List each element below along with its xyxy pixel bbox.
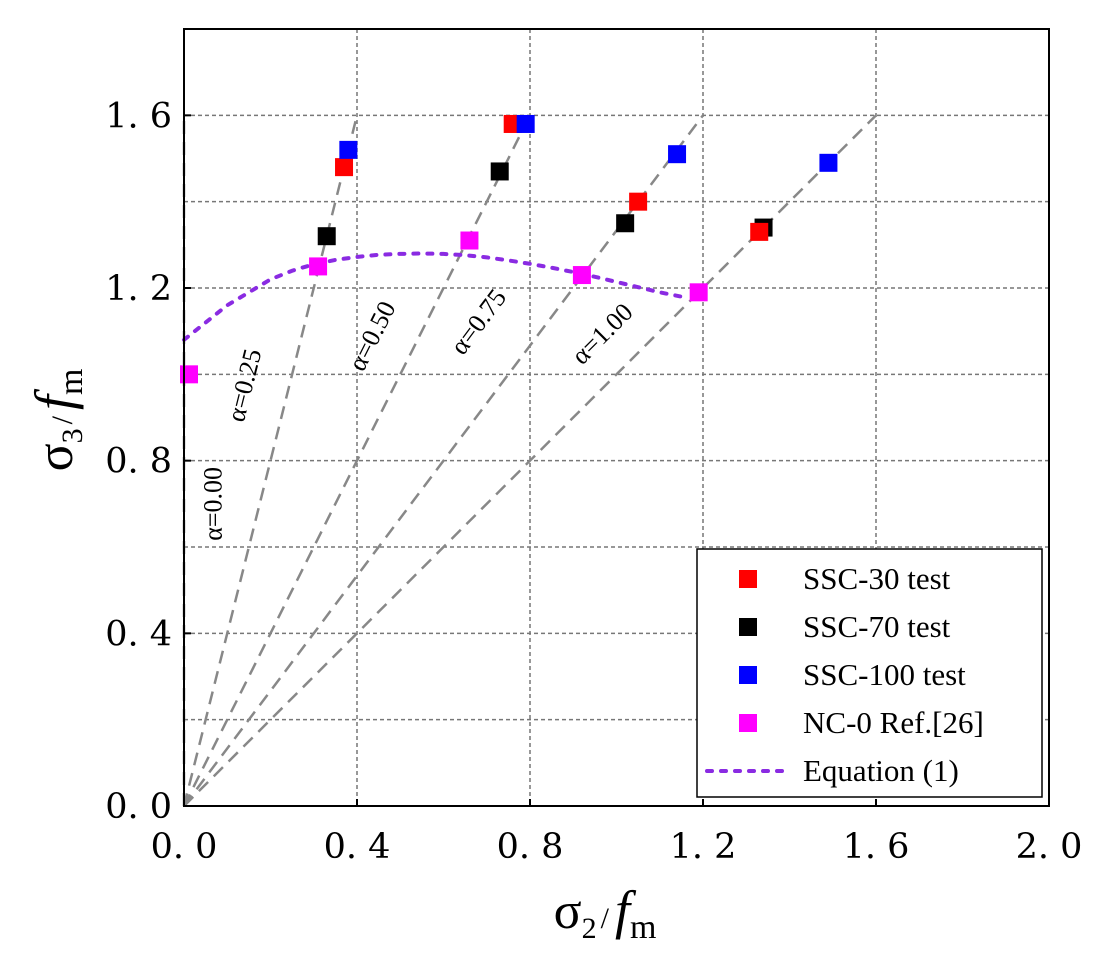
- legend-swatch: [739, 714, 757, 732]
- y-axis-label-sub: 3: [56, 428, 89, 443]
- data-point-marker: [629, 192, 648, 211]
- data-point-marker: [516, 114, 535, 133]
- x-tick-label: 0. 4: [324, 827, 391, 867]
- data-point-marker: [180, 365, 198, 384]
- x-axis-label-slash: /: [601, 902, 610, 935]
- data-point-marker: [668, 145, 687, 164]
- x-tick-label: 2. 0: [1016, 827, 1083, 867]
- x-axis-label-sub: 2: [582, 912, 597, 945]
- data-point-marker: [572, 266, 591, 285]
- data-point-marker: [819, 153, 838, 172]
- x-axis-label: σ2/fm: [554, 880, 657, 946]
- equation-curve: [182, 251, 684, 342]
- y-axis-label: σ3/fm: [24, 369, 90, 472]
- x-tick-label: 0. 0: [151, 827, 218, 867]
- equation-curve-group: [182, 251, 684, 342]
- alpha-label: α=0.50: [343, 297, 402, 376]
- legend-swatch: [739, 570, 757, 588]
- data-point-marker: [335, 158, 354, 177]
- alpha-label: α=1.00: [566, 297, 639, 370]
- legend-label: SSC-70 test: [803, 609, 951, 644]
- y-tick-label: 1. 6: [105, 96, 172, 136]
- legend-label: SSC-30 test: [803, 561, 951, 596]
- data-point-marker: [750, 222, 769, 241]
- svg-text:σ3/fm: σ3/fm: [24, 369, 90, 472]
- data-point-marker: [460, 231, 479, 250]
- x-tick-label: 1. 2: [670, 827, 737, 867]
- x-tick-label: 0. 8: [497, 827, 564, 867]
- alpha-label: α=0.75: [445, 284, 513, 360]
- y-axis-label-fsub: m: [53, 369, 90, 395]
- y-tick-label: 0. 4: [105, 614, 172, 654]
- alpha-line: [183, 114, 877, 807]
- x-axis-label-sigma: σ: [554, 883, 582, 940]
- data-point-marker: [317, 227, 336, 246]
- axis-ticks: 0. 0 0. 4 0. 8 1. 2 1. 6 2. 0 0. 0 0. 4 0. 8 1. 2…: [105, 96, 1082, 867]
- legend-label: SSC-100 test: [803, 657, 966, 692]
- legend-label: Equation (1): [803, 753, 959, 788]
- data-point-marker: [490, 162, 509, 181]
- data-point-marker: [689, 283, 708, 302]
- plot-frame: [183, 28, 1050, 807]
- alpha-label: α=0.00: [198, 467, 227, 541]
- y-axis-label-sigma: σ: [27, 443, 84, 471]
- y-tick-label: 0. 8: [105, 442, 172, 482]
- x-axis-label-fsub: m: [630, 909, 656, 946]
- legend-swatch: [739, 666, 757, 684]
- data-point-marker: [339, 140, 358, 159]
- y-tick-label: 1. 2: [105, 269, 172, 309]
- legend-swatch: [739, 618, 757, 636]
- data-point-marker: [616, 214, 635, 233]
- legend-items: SSC-30 test SSC-70 test SSC-100 test NC-0 R…: [705, 561, 984, 788]
- legend-label: NC-0 Ref.[26]: [803, 705, 984, 740]
- data-point-marker: [309, 257, 328, 276]
- alpha-label: α=0.25: [221, 346, 267, 425]
- data-markers: [180, 114, 838, 384]
- x-tick-label: 1. 6: [843, 827, 910, 867]
- alpha-line: [182, 114, 532, 807]
- y-tick-label: 0. 0: [105, 787, 172, 827]
- legend: SSC-30 test SSC-70 test SSC-100 test NC-0 R…: [696, 548, 1043, 798]
- y-axis-label-slash: /: [46, 415, 79, 424]
